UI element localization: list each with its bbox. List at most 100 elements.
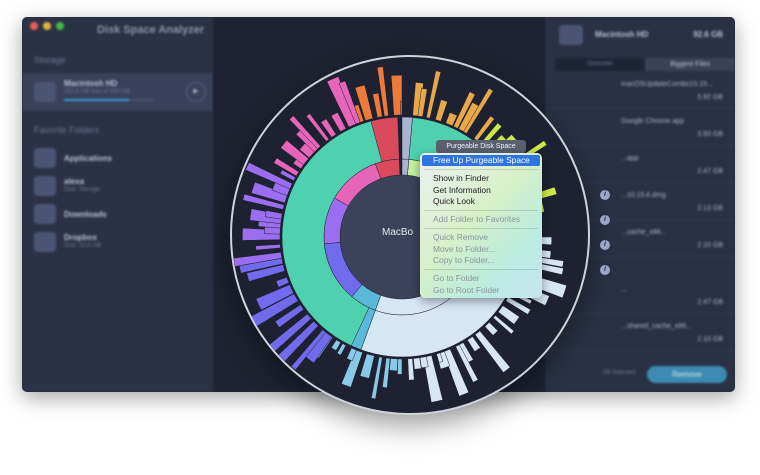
sunburst-outer-segment[interactable] bbox=[341, 349, 363, 388]
sunburst-outer-segment[interactable] bbox=[320, 118, 337, 138]
sunburst-outer-segment[interactable] bbox=[330, 339, 342, 351]
menu-item[interactable]: Free Up Purgeable Space bbox=[422, 155, 540, 167]
sunburst-outer-segment[interactable] bbox=[426, 70, 442, 119]
sunburst-outer-segment[interactable] bbox=[279, 169, 296, 182]
sunburst-outer-segment[interactable] bbox=[242, 193, 285, 210]
sunburst-outer-segment[interactable] bbox=[505, 296, 531, 315]
info-icon[interactable]: i bbox=[600, 190, 610, 200]
favorite-folder[interactable]: Dropbox Disk: 10.6 GB bbox=[22, 229, 213, 255]
sunburst-outer-segment[interactable] bbox=[442, 348, 470, 397]
sunburst-outer-segment[interactable] bbox=[453, 91, 476, 129]
menu-item[interactable]: Quick Look bbox=[433, 195, 475, 206]
sunburst-outer-segment[interactable] bbox=[280, 139, 309, 166]
sunburst-outer-segment[interactable] bbox=[390, 74, 403, 116]
sunburst-outer-segment[interactable] bbox=[417, 88, 428, 118]
menu-separator bbox=[424, 228, 538, 230]
sunburst-outer-segment[interactable] bbox=[255, 284, 295, 311]
sunburst-outer-segment[interactable] bbox=[372, 92, 383, 118]
tab-biggest-files[interactable]: Biggest Files bbox=[645, 58, 735, 71]
sunburst-outer-segment[interactable] bbox=[413, 357, 422, 370]
favorite-folder[interactable]: Applications bbox=[22, 145, 213, 171]
tab-overview[interactable]: Overview bbox=[555, 58, 645, 71]
file-row[interactable]: macOSUpdateCombo10.15... 5.92 GB bbox=[545, 75, 735, 109]
file-row[interactable]: ...10.15.6.dmg 2.13 GB bbox=[545, 186, 735, 220]
app-title: Disk Space Analyzer bbox=[97, 24, 205, 36]
sunburst-outer-segment[interactable] bbox=[467, 336, 481, 352]
sunburst-ring-segment[interactable] bbox=[281, 120, 383, 347]
sunburst-outer-segment[interactable] bbox=[274, 304, 305, 328]
sunburst-outer-segment[interactable] bbox=[492, 315, 515, 335]
sunburst-outer-segment[interactable] bbox=[370, 356, 383, 400]
sunburst-outer-segment[interactable] bbox=[305, 113, 330, 142]
sunburst-outer-segment[interactable] bbox=[278, 320, 319, 362]
sunburst-outer-segment[interactable] bbox=[275, 276, 290, 288]
info-icon[interactable]: i bbox=[600, 215, 610, 225]
file-row[interactable]: ...cache_x86... 2.10 GB bbox=[545, 223, 735, 257]
scan-button[interactable]: ▶ bbox=[186, 82, 206, 102]
favorite-folder[interactable]: Downloads bbox=[22, 201, 213, 227]
disk-size: 92.6 GB bbox=[693, 30, 723, 39]
sunburst-outer-segment[interactable] bbox=[422, 355, 444, 403]
sunburst-outer-segment[interactable] bbox=[436, 352, 444, 363]
sunburst-outer-segment[interactable] bbox=[474, 330, 511, 373]
sunburst-outer-segment[interactable] bbox=[264, 210, 283, 220]
sunburst-outer-segment[interactable] bbox=[290, 329, 327, 371]
sunburst-outer-segment[interactable] bbox=[435, 99, 448, 122]
sunburst-outer-segment[interactable] bbox=[412, 82, 424, 117]
sunburst-outer-segment[interactable] bbox=[354, 84, 374, 121]
sunburst-outer-segment[interactable] bbox=[273, 157, 300, 177]
favorite-folder[interactable]: alexa Disk: Storage bbox=[22, 173, 213, 199]
context-menu: Free Up Purgeable Space Show in Finder Get… bbox=[420, 153, 542, 298]
zoom-button[interactable] bbox=[56, 22, 64, 30]
storage-item[interactable]: Macintosh HD 252.6 GB free of 500 GB ▶ bbox=[22, 73, 213, 111]
minimize-button[interactable] bbox=[43, 22, 51, 30]
sunburst-outer-segment[interactable] bbox=[399, 100, 403, 116]
menu-item[interactable]: Get Information bbox=[433, 184, 491, 195]
details-panel: Macintosh HD 92.6 GB Overview Biggest Fi… bbox=[545, 17, 735, 392]
info-icon[interactable]: i bbox=[600, 240, 610, 250]
sunburst-ring-segment[interactable] bbox=[401, 116, 413, 160]
file-name: ...shared_cache_x86... bbox=[621, 323, 692, 330]
file-row[interactable]: ... 2.47 GB bbox=[545, 280, 735, 314]
sunburst-outer-segment[interactable] bbox=[445, 112, 458, 127]
sunburst-outer-segment[interactable] bbox=[397, 358, 403, 375]
sunburst-outer-segment[interactable] bbox=[376, 66, 389, 117]
sunburst-outer-segment[interactable] bbox=[359, 353, 375, 379]
remove-button[interactable]: Remove bbox=[647, 366, 727, 383]
sunburst-outer-segment[interactable] bbox=[330, 111, 347, 133]
sunburst-outer-segment[interactable] bbox=[455, 344, 479, 383]
file-row[interactable]: ...shared_cache_x86... 2.10 GB bbox=[545, 317, 735, 351]
sunburst-outer-segment[interactable] bbox=[336, 343, 347, 356]
sunburst-outer-segment[interactable] bbox=[389, 358, 398, 372]
sunburst-outer-segment[interactable] bbox=[246, 264, 286, 282]
sunburst-outer-segment[interactable] bbox=[233, 251, 283, 267]
sunburst-outer-segment[interactable] bbox=[346, 347, 357, 362]
sunburst-outer-segment[interactable] bbox=[326, 76, 358, 128]
menu-item[interactable]: Show in Finder bbox=[433, 173, 489, 184]
file-name: macOSUpdateCombo10.15... bbox=[621, 81, 713, 88]
sunburst-ring-segment[interactable] bbox=[401, 158, 410, 176]
sunburst-outer-segment[interactable] bbox=[473, 115, 495, 142]
sunburst-outer-segment[interactable] bbox=[382, 357, 391, 389]
file-row[interactable]: ...app 2.47 GB bbox=[545, 149, 735, 183]
file-size: 2.10 GB bbox=[697, 336, 723, 343]
file-row[interactable]: Google Chrome.app 3.93 GB bbox=[545, 112, 735, 146]
usage-bar bbox=[64, 99, 154, 101]
sunburst-outer-segment[interactable] bbox=[407, 358, 415, 381]
sunburst-outer-segment[interactable] bbox=[484, 321, 499, 336]
close-button[interactable] bbox=[30, 22, 38, 30]
sunburst-outer-segment[interactable] bbox=[250, 181, 289, 204]
sunburst-outer-segment[interactable] bbox=[245, 162, 293, 190]
file-name: Google Chrome.app bbox=[621, 118, 685, 125]
sunburst-outer-segment[interactable] bbox=[338, 80, 361, 125]
sunburst-outer-segment[interactable] bbox=[255, 244, 281, 251]
file-size: 2.10 GB bbox=[697, 242, 723, 249]
sunburst-outer-segment[interactable] bbox=[353, 104, 365, 123]
sunburst-outer-segment[interactable] bbox=[289, 115, 321, 150]
sunburst-outer-segment[interactable] bbox=[497, 305, 520, 325]
sunburst-outer-segment[interactable] bbox=[419, 356, 429, 369]
info-icon[interactable]: i bbox=[600, 265, 610, 275]
tooltip: Purgeable Disk Space bbox=[436, 140, 526, 153]
sunburst-outer-segment[interactable] bbox=[463, 87, 494, 134]
sidebar: Disk Space Analyzer Storage Macintosh HD… bbox=[22, 17, 213, 392]
